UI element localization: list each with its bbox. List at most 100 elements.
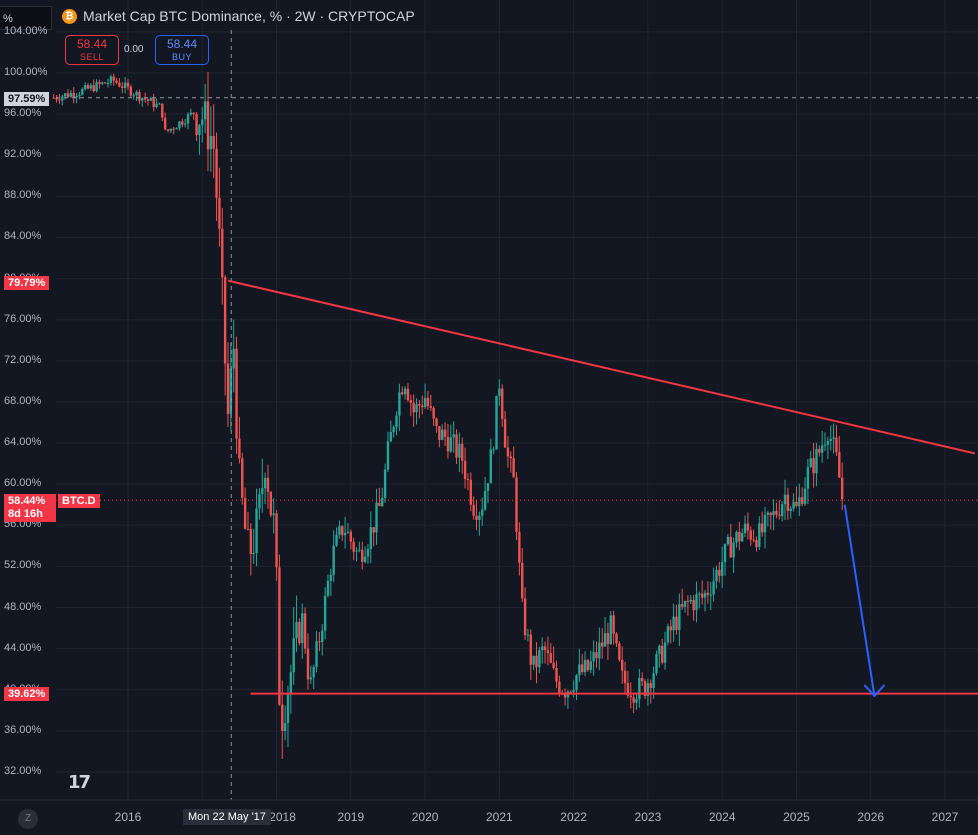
candle-body <box>318 641 321 643</box>
candle-body <box>680 604 684 607</box>
candle-body <box>612 615 615 634</box>
candle-body <box>498 388 501 396</box>
candle-body <box>443 429 447 437</box>
candle-body <box>129 86 133 96</box>
candle-body <box>598 642 601 659</box>
candle-body <box>166 129 170 131</box>
candle-body <box>555 667 558 682</box>
candle-body <box>723 543 727 563</box>
candle-body <box>138 91 141 101</box>
candle-body <box>83 85 87 90</box>
sell-button[interactable]: 58.44 SELL <box>65 35 119 65</box>
candle-body <box>63 93 67 97</box>
candle-body <box>343 532 347 536</box>
symbol-search-input[interactable]: % <box>0 6 52 30</box>
candle-body <box>381 497 384 507</box>
chart-title: Market Cap BTC Dominance, % · 2W · CRYPT… <box>83 8 415 24</box>
candle-body <box>192 112 195 115</box>
candle-body <box>292 638 295 673</box>
y-tick-label: 60.00% <box>4 477 42 490</box>
candle-body <box>329 574 333 581</box>
candle-body <box>326 580 330 596</box>
candle-body <box>832 437 835 439</box>
candle-body <box>772 511 775 516</box>
candle-body <box>323 595 327 631</box>
candle-body <box>441 429 444 440</box>
candle-body <box>189 112 193 115</box>
candle-body <box>389 432 393 442</box>
projection-arrow-head <box>863 684 886 698</box>
projection-arrow-line[interactable] <box>843 504 876 697</box>
candle-body <box>312 666 315 678</box>
candle-body <box>201 119 204 125</box>
candle-body <box>346 531 350 533</box>
x-tick-label: 2022 <box>560 810 587 824</box>
candle-body <box>703 592 707 598</box>
chart-drawings <box>56 30 978 800</box>
candlestick-series <box>52 71 844 759</box>
candle-body <box>758 523 761 548</box>
candle-body <box>321 630 324 642</box>
candle-body <box>269 491 273 516</box>
candle-body <box>792 501 795 509</box>
candle-body <box>466 479 470 481</box>
candle-body <box>483 490 487 510</box>
candle-body <box>820 445 824 453</box>
candle-body <box>601 642 604 647</box>
candle-body <box>829 438 832 442</box>
candle-body <box>183 123 187 125</box>
x-tick-label: 2018 <box>269 810 296 824</box>
candle-body <box>115 80 118 83</box>
candle-body <box>789 508 792 511</box>
candle-body <box>341 526 344 536</box>
candle-body <box>132 95 135 97</box>
candle-body <box>241 458 244 498</box>
candle-body <box>309 677 313 680</box>
candle-body <box>303 613 307 649</box>
candle-body <box>512 458 515 478</box>
candle-body <box>72 92 75 98</box>
candle-body <box>461 443 464 461</box>
candle-body <box>426 397 430 407</box>
candle-body <box>569 691 572 693</box>
candle-body <box>52 97 55 99</box>
candle-body <box>209 136 213 150</box>
candle-body <box>383 469 387 498</box>
candle-body <box>672 616 675 631</box>
candle-body <box>749 530 752 540</box>
candle-body <box>258 494 261 509</box>
x-tick-label: 2023 <box>634 810 662 824</box>
chart-grid <box>56 0 978 800</box>
candle-body <box>709 594 712 596</box>
y-tick-label: 96.00% <box>4 107 42 120</box>
candle-body <box>669 626 672 631</box>
candle-body <box>218 197 221 229</box>
candle-body <box>92 85 95 92</box>
candle-body <box>215 148 218 198</box>
candle-body <box>398 392 401 416</box>
tradingview-logo: 17 <box>68 772 91 793</box>
candle-body <box>275 513 278 568</box>
candle-body <box>143 97 147 100</box>
candle-body <box>666 626 670 643</box>
candle-body <box>121 86 124 88</box>
candle-body <box>635 699 638 703</box>
candle-body <box>581 664 584 673</box>
candle-body <box>523 598 527 636</box>
bitcoin-icon: ₿ <box>62 8 77 24</box>
candle-body <box>366 549 370 557</box>
buy-button[interactable]: 58.44 BUY <box>155 35 209 65</box>
candle-body <box>509 456 512 459</box>
candle-body <box>252 553 255 555</box>
candle-body <box>489 449 492 484</box>
y-tick-label: 64.00% <box>4 436 42 449</box>
zoom-reset-button[interactable]: Z <box>18 809 38 829</box>
candle-body <box>69 92 73 97</box>
candle-body <box>255 508 258 554</box>
resistance-trendline[interactable] <box>228 279 975 455</box>
candle-body <box>126 82 130 87</box>
candle-body <box>178 121 181 129</box>
candle-body <box>406 388 410 401</box>
candle-body <box>458 443 461 458</box>
